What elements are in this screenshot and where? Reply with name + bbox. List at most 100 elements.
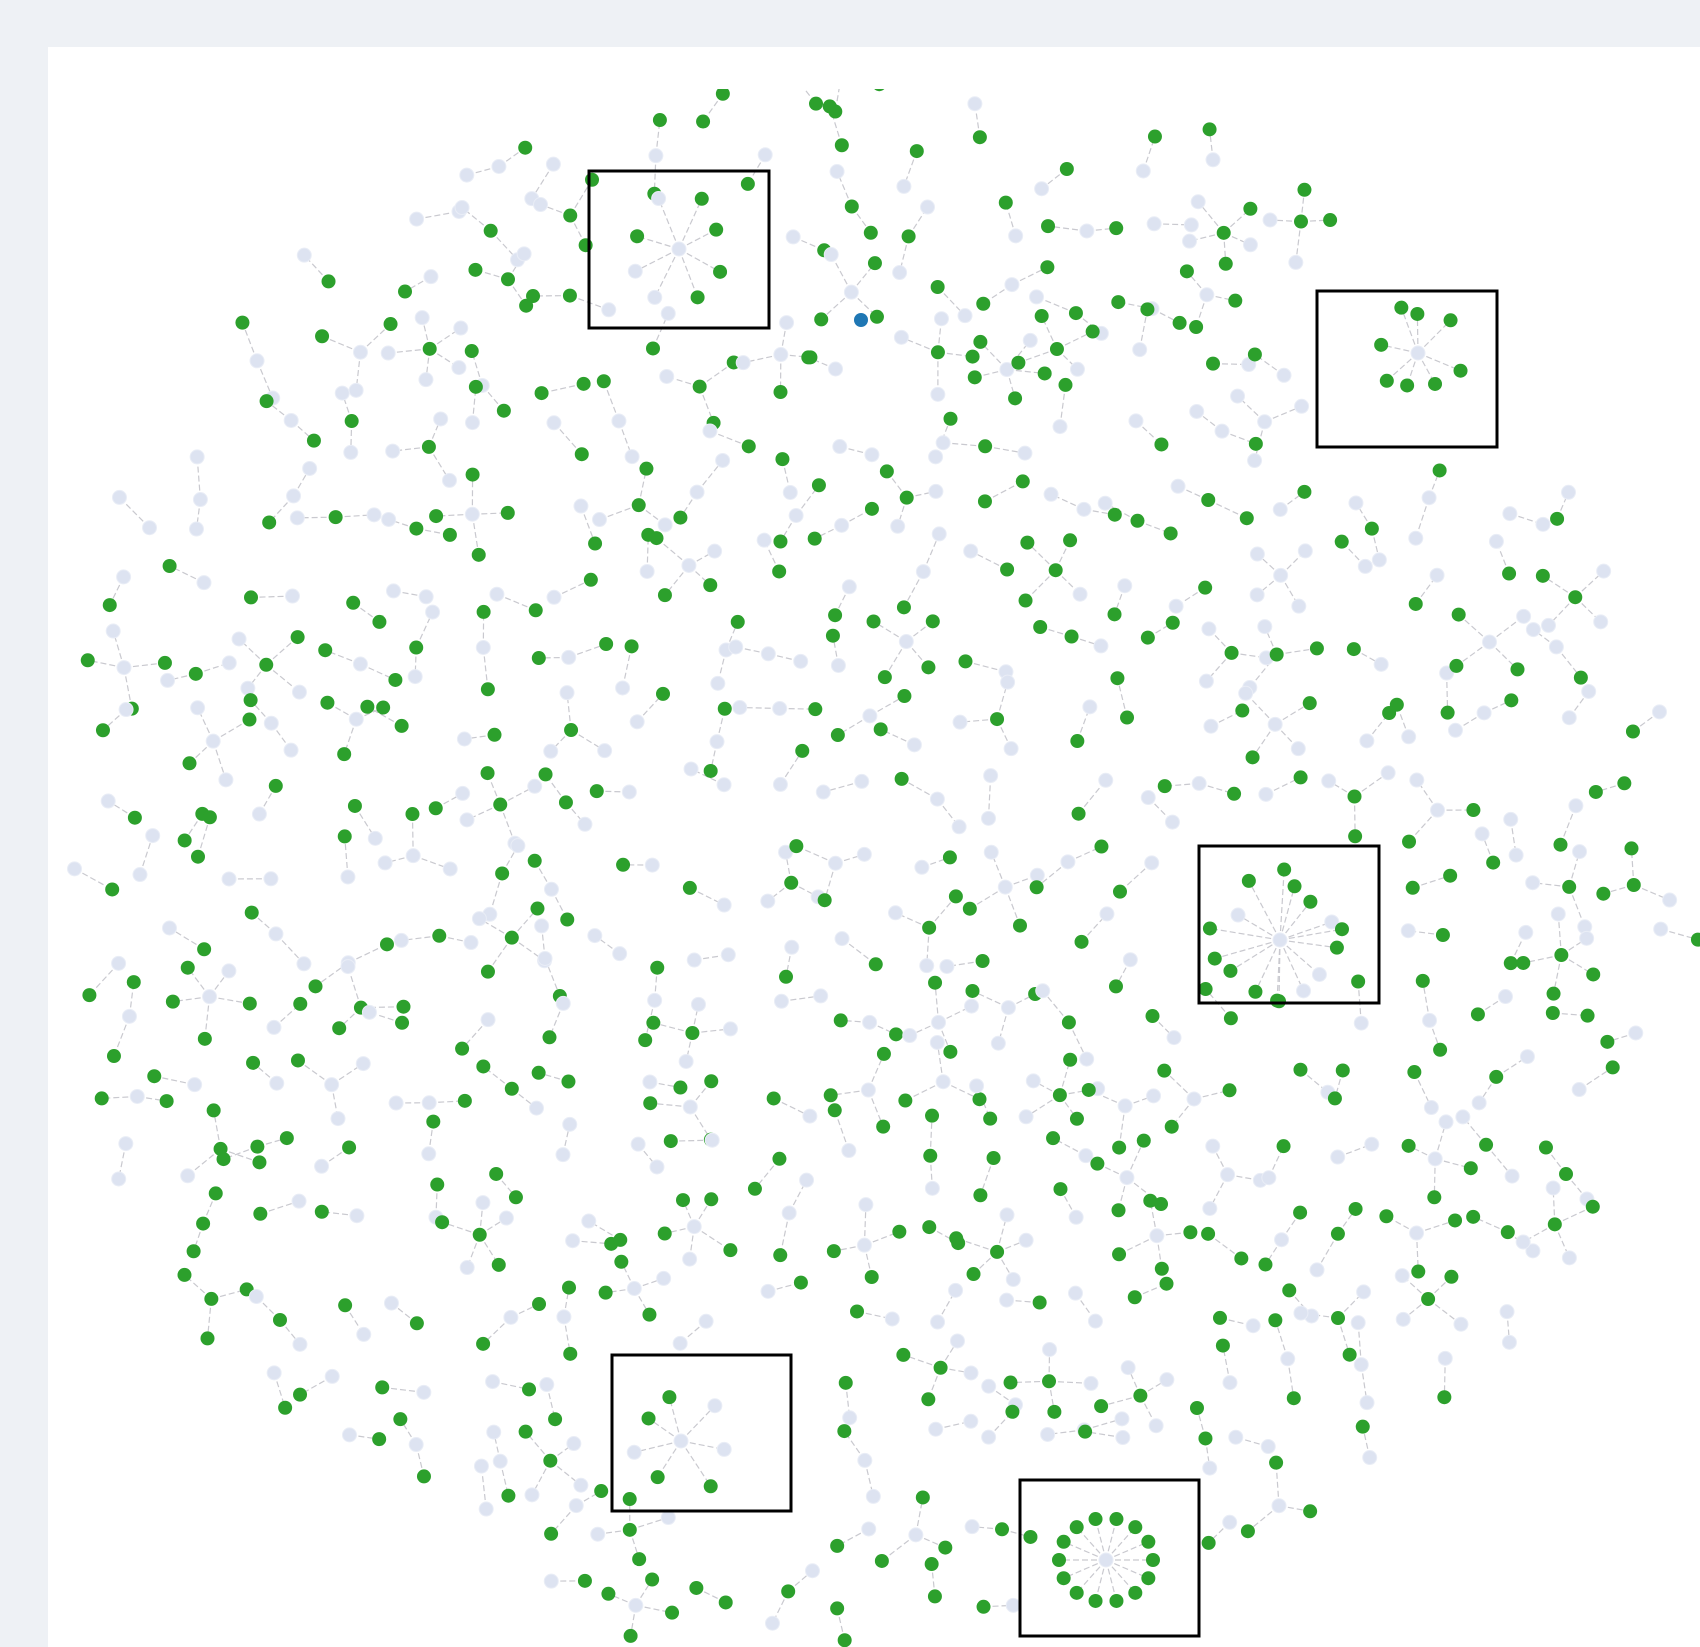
node [573,498,589,514]
node [1503,956,1518,971]
node [187,1077,203,1093]
node [710,675,726,691]
edge [348,943,388,964]
edge [1245,692,1276,725]
node [1046,1131,1061,1146]
edge [1275,1462,1280,1506]
edge [204,996,211,1039]
node [1432,463,1447,478]
node [100,793,116,809]
node [106,1049,121,1064]
node [980,810,996,826]
node [249,353,265,369]
node [561,1074,576,1089]
node [967,96,983,112]
node [1501,1334,1517,1350]
node [1516,608,1532,624]
edge [1036,861,1069,888]
node [442,861,458,877]
node [1348,495,1364,511]
node [627,263,643,279]
node [250,1139,265,1154]
node [1227,786,1242,801]
node [562,1280,577,1295]
node [663,1134,678,1149]
node [1479,1137,1494,1152]
node [915,564,931,580]
node [344,414,359,429]
node [573,1477,589,1493]
edge [1230,939,1281,972]
node [564,723,579,738]
edge [1063,1541,1107,1561]
edge [541,383,584,394]
node [321,274,336,289]
node [772,776,788,792]
node [476,604,491,619]
node [1451,607,1466,622]
node [703,1479,718,1494]
node [963,1413,979,1429]
node [1117,1098,1133,1114]
node [704,1192,719,1207]
edge [206,1298,212,1339]
edge [934,982,940,1023]
edge [841,938,877,965]
edge [680,1440,712,1487]
node [657,588,672,603]
node [690,996,706,1012]
node [1449,658,1464,673]
node [965,349,980,364]
node [626,1281,642,1297]
edge [1078,779,1107,815]
node [1400,378,1415,393]
node [492,1453,508,1469]
node [425,604,441,620]
node [1202,1460,1218,1476]
node [649,1159,665,1175]
node [964,998,980,1014]
node [924,1557,939,1572]
node [1588,784,1603,799]
node [435,1215,450,1230]
node [142,520,158,536]
node [577,816,593,832]
node [190,849,205,864]
node [801,350,816,365]
node [908,1527,924,1543]
edge [154,1075,195,1086]
node [1159,1372,1175,1388]
edge [487,937,513,973]
node [165,994,180,1009]
node [1140,630,1155,645]
edge [881,1534,917,1562]
node [983,768,999,784]
node [408,1437,424,1453]
node [942,850,957,865]
node [259,657,274,672]
edge [496,593,536,611]
node [1041,219,1056,234]
node [854,773,870,789]
node [938,1540,953,1555]
node [1243,201,1258,216]
node [476,1336,491,1351]
node [286,488,302,504]
node [1146,1088,1162,1104]
node [177,833,192,848]
node [293,996,308,1011]
node [1545,1005,1560,1020]
node [1346,642,1361,657]
node [1222,1514,1238,1530]
edge [74,868,113,891]
node [825,628,840,643]
node [341,1427,357,1443]
node [866,614,881,629]
edge [1559,805,1577,845]
node [1025,1073,1041,1089]
node [116,660,132,676]
node [206,1103,221,1118]
node [650,960,665,975]
node [1072,586,1088,602]
node [829,164,845,180]
